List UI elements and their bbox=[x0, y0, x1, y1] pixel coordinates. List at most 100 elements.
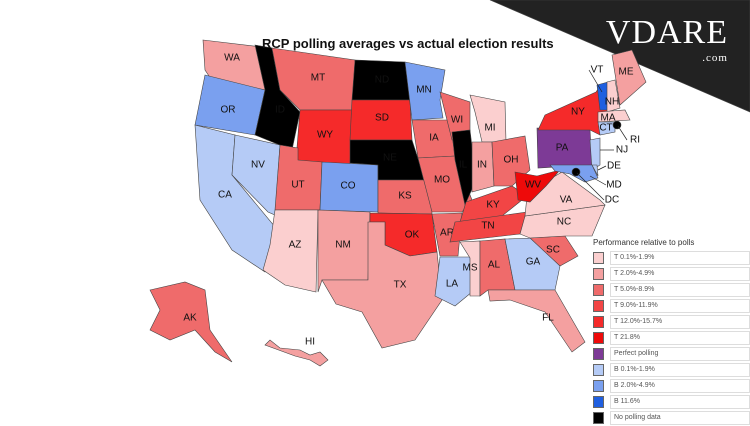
legend-item: B 0.1%-1.9% bbox=[593, 362, 750, 378]
legend-swatch bbox=[593, 364, 604, 376]
state-label-nc: NC bbox=[557, 217, 571, 228]
legend-item: T 5.0%-8.9% bbox=[593, 282, 750, 298]
map-title: RCP polling averages vs actual election … bbox=[262, 36, 554, 51]
vdare-logo: VDARE .com bbox=[605, 14, 728, 64]
legend-title: Performance relative to polls bbox=[593, 238, 695, 247]
state-label-wi: WI bbox=[451, 115, 463, 126]
state-label-mo: MO bbox=[434, 175, 450, 186]
state-ct[interactable] bbox=[597, 121, 616, 136]
state-label-nv: NV bbox=[251, 160, 265, 171]
legend-label: No polling data bbox=[610, 411, 750, 425]
state-me[interactable] bbox=[611, 49, 647, 106]
state-ms[interactable] bbox=[459, 240, 481, 297]
state-label-de: DE bbox=[607, 161, 621, 172]
state-label-sd: SD bbox=[375, 113, 389, 124]
legend-swatch bbox=[593, 316, 604, 328]
state-tx[interactable] bbox=[321, 221, 443, 349]
state-label-or: OR bbox=[221, 105, 236, 116]
callout-line bbox=[589, 175, 607, 186]
state-label-ms: MS bbox=[463, 263, 478, 274]
state-wv[interactable] bbox=[514, 169, 561, 203]
legend-swatch bbox=[593, 268, 604, 280]
state-la[interactable] bbox=[434, 256, 473, 307]
state-mn[interactable] bbox=[404, 61, 446, 121]
state-ky[interactable] bbox=[459, 185, 528, 223]
legend-label: T 0.1%-1.9% bbox=[610, 251, 750, 265]
state-label-ne: NE bbox=[383, 153, 397, 164]
state-label-ak: AK bbox=[183, 313, 197, 324]
state-label-co: CO bbox=[341, 181, 356, 192]
state-label-me: ME bbox=[619, 67, 634, 78]
callout-line bbox=[588, 69, 603, 93]
state-label-az: AZ bbox=[289, 240, 302, 251]
state-il[interactable] bbox=[451, 129, 477, 206]
state-label-ky: KY bbox=[486, 200, 500, 211]
state-label-mi: MI bbox=[484, 123, 495, 134]
state-label-ri: RI bbox=[630, 135, 640, 146]
legend-item: T 21.8% bbox=[593, 330, 750, 346]
state-label-la: LA bbox=[446, 279, 459, 290]
state-label-ks: KS bbox=[398, 191, 412, 202]
state-label-ok: OK bbox=[405, 230, 420, 241]
state-fl[interactable] bbox=[487, 289, 586, 353]
state-label-ia: IA bbox=[429, 133, 439, 144]
legend-swatch bbox=[593, 284, 604, 296]
legend-label: T 5.0%-8.9% bbox=[610, 283, 750, 297]
state-or[interactable] bbox=[194, 74, 266, 136]
state-label-ca: CA bbox=[218, 190, 232, 201]
legend: Performance relative to polls T 0.1%-1.9… bbox=[593, 238, 750, 426]
state-label-il: IL bbox=[459, 160, 468, 171]
state-label-wa: WA bbox=[224, 53, 240, 64]
state-label-mn: MN bbox=[416, 85, 432, 96]
legend-swatch bbox=[593, 396, 604, 408]
legend-label: T 21.8% bbox=[610, 331, 750, 345]
state-label-id: ID bbox=[275, 105, 285, 116]
state-label-ut: UT bbox=[291, 180, 304, 191]
state-label-wv: WV bbox=[525, 180, 541, 191]
legend-swatch bbox=[593, 348, 604, 360]
state-label-hi: HI bbox=[305, 337, 315, 348]
legend-label: Perfect polling bbox=[610, 347, 750, 361]
legend-label: T 12.0%-15.7% bbox=[610, 315, 750, 329]
state-label-ar: AR bbox=[440, 228, 454, 239]
legend-item: B 2.0%-4.9% bbox=[593, 378, 750, 394]
state-label-ga: GA bbox=[526, 257, 541, 268]
state-label-wy: WY bbox=[317, 130, 333, 141]
legend-item: Perfect polling bbox=[593, 346, 750, 362]
legend-item: T 12.0%-15.7% bbox=[593, 314, 750, 330]
state-label-fl: FL bbox=[542, 313, 554, 324]
callout-line bbox=[617, 125, 628, 141]
state-label-ny: NY bbox=[571, 107, 585, 118]
state-nv[interactable] bbox=[231, 134, 281, 216]
callout-line bbox=[576, 172, 605, 201]
state-label-tn: TN bbox=[481, 221, 494, 232]
legend-item: B 11.6% bbox=[593, 394, 750, 410]
state-label-mt: MT bbox=[311, 73, 325, 84]
legend-swatch bbox=[593, 332, 604, 344]
legend-swatch bbox=[593, 412, 604, 424]
state-ak[interactable] bbox=[149, 281, 233, 363]
state-hi[interactable] bbox=[264, 339, 329, 367]
state-label-nm: NM bbox=[335, 240, 351, 251]
state-label-oh: OH bbox=[504, 155, 519, 166]
state-label-in: IN bbox=[477, 160, 487, 171]
state-label-va: VA bbox=[560, 195, 573, 206]
legend-item: T 2.0%-4.9% bbox=[593, 266, 750, 282]
legend-item: No polling data bbox=[593, 410, 750, 426]
state-label-nj: NJ bbox=[616, 145, 628, 156]
state-label-md: MD bbox=[606, 180, 622, 191]
legend-swatch bbox=[593, 252, 604, 264]
state-label-tx: TX bbox=[394, 280, 407, 291]
state-nh[interactable] bbox=[606, 79, 621, 113]
legend-label: B 0.1%-1.9% bbox=[610, 363, 750, 377]
state-nj[interactable] bbox=[589, 137, 601, 171]
state-label-al: AL bbox=[488, 260, 501, 271]
state-ri[interactable] bbox=[612, 120, 622, 130]
state-ma[interactable] bbox=[597, 109, 631, 123]
state-label-pa: PA bbox=[556, 143, 569, 154]
legend-label: T 9.0%-11.9% bbox=[610, 299, 750, 313]
state-label-nd: ND bbox=[375, 75, 389, 86]
state-mi[interactable] bbox=[469, 94, 507, 143]
callout-line bbox=[597, 165, 607, 171]
